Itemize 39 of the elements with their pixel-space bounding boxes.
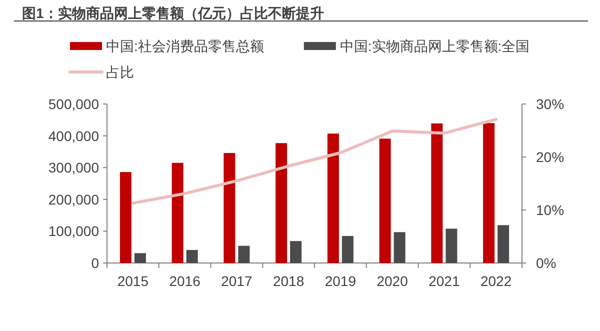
- x-tick-label: 2015: [117, 273, 149, 289]
- bar: [446, 228, 458, 263]
- y-tick-label: 100,000: [48, 223, 100, 240]
- bar: [276, 143, 288, 263]
- bar: [238, 246, 250, 263]
- bar: [327, 134, 339, 263]
- legend-label: 中国:社会消费品零售总额: [106, 38, 264, 54]
- bar: [134, 253, 146, 263]
- bar: [431, 123, 443, 263]
- bar: [172, 162, 184, 263]
- y2-tick-label: 10%: [536, 202, 564, 218]
- x-tick-label: 2020: [376, 273, 408, 289]
- bar: [120, 172, 132, 263]
- bar: [483, 123, 495, 263]
- chart-title: 图1：实物商品网上零售额（亿元）占比不断提升: [22, 5, 324, 21]
- bar: [394, 232, 406, 263]
- bar: [498, 225, 510, 263]
- y-tick-label: 400,000: [48, 128, 100, 144]
- y2-tick-label: 20%: [536, 149, 564, 165]
- bar: [379, 138, 391, 263]
- legend-label: 中国:实物商品网上零售额:全国: [340, 38, 530, 54]
- line-series: [131, 118, 498, 205]
- y-tick-label: 200,000: [48, 191, 100, 208]
- y-tick-label: 300,000: [48, 160, 100, 176]
- x-tick-label: 2022: [480, 273, 512, 289]
- bar: [342, 236, 354, 263]
- x-tick-label: 2016: [169, 273, 201, 289]
- legend-label: 占比: [106, 64, 134, 80]
- bar: [224, 152, 236, 263]
- x-tick-label: 2019: [324, 273, 356, 289]
- x-tick-label: 2021: [428, 273, 460, 289]
- bar: [186, 250, 198, 263]
- bar: [290, 241, 302, 263]
- x-tick-label: 2018: [272, 273, 304, 289]
- y-tick-label: 500,000: [48, 96, 100, 112]
- y2-tick-label: 0%: [536, 255, 556, 271]
- y2-tick-label: 30%: [536, 96, 564, 112]
- y-tick-label: 0: [91, 255, 100, 271]
- x-tick-label: 2017: [221, 273, 252, 289]
